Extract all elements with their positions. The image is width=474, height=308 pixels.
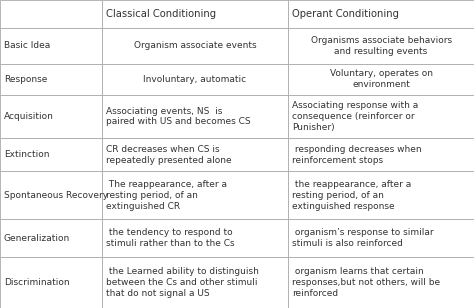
Text: responding decreases when
reinforcement stops: responding decreases when reinforcement …: [292, 145, 421, 165]
Text: the Learned ability to distinguish
between the Cs and other stimuli
that do not : the Learned ability to distinguish betwe…: [106, 267, 259, 298]
Bar: [288, 172, 474, 219]
Bar: [102, 138, 288, 172]
Bar: [288, 219, 474, 257]
Text: Response: Response: [4, 75, 47, 84]
Bar: [102, 172, 288, 219]
Bar: [0, 257, 102, 308]
Bar: [0, 138, 102, 172]
Text: Voluntary, operates on
environment: Voluntary, operates on environment: [329, 69, 433, 89]
Text: Associating events, NS  is
paired with US and becomes CS: Associating events, NS is paired with US…: [106, 107, 250, 126]
Text: Discrimination: Discrimination: [4, 278, 69, 287]
Bar: [288, 28, 474, 63]
Text: Spontaneous Recovery: Spontaneous Recovery: [4, 191, 108, 200]
Text: Associating response with a
consequence (reinforcer or
Punisher): Associating response with a consequence …: [292, 101, 418, 132]
Bar: [0, 0, 102, 28]
Text: Classical Conditioning: Classical Conditioning: [106, 9, 216, 19]
Bar: [288, 95, 474, 138]
Text: organism learns that certain
responses,but not others, will be
reinforced: organism learns that certain responses,b…: [292, 267, 440, 298]
Bar: [0, 219, 102, 257]
Text: CR decreases when CS is
repeatedly presented alone: CR decreases when CS is repeatedly prese…: [106, 145, 231, 165]
Bar: [102, 219, 288, 257]
Text: Generalization: Generalization: [4, 233, 70, 242]
Text: Operant Conditioning: Operant Conditioning: [292, 9, 399, 19]
Bar: [0, 95, 102, 138]
Text: Organism associate events: Organism associate events: [134, 41, 256, 50]
Text: the tendency to respond to
stimuli rather than to the Cs: the tendency to respond to stimuli rathe…: [106, 228, 234, 248]
Bar: [102, 257, 288, 308]
Bar: [102, 95, 288, 138]
Text: Basic Idea: Basic Idea: [4, 41, 50, 50]
Bar: [102, 0, 288, 28]
Bar: [288, 63, 474, 95]
Bar: [288, 138, 474, 172]
Bar: [0, 172, 102, 219]
Bar: [288, 0, 474, 28]
Text: Acquisition: Acquisition: [4, 112, 54, 121]
Text: Organisms associate behaviors
and resulting events: Organisms associate behaviors and result…: [310, 36, 452, 55]
Text: the reappearance, after a
resting period, of an
extinguished response: the reappearance, after a resting period…: [292, 180, 411, 210]
Bar: [102, 28, 288, 63]
Text: organism’s response to similar
stimuli is also reinforced: organism’s response to similar stimuli i…: [292, 228, 434, 248]
Bar: [102, 63, 288, 95]
Text: Extinction: Extinction: [4, 150, 49, 159]
Text: Involuntary, automatic: Involuntary, automatic: [144, 75, 246, 84]
Text: The reappearance, after a
resting period, of an
extinguished CR: The reappearance, after a resting period…: [106, 180, 227, 210]
Bar: [0, 28, 102, 63]
Bar: [288, 257, 474, 308]
Bar: [0, 63, 102, 95]
